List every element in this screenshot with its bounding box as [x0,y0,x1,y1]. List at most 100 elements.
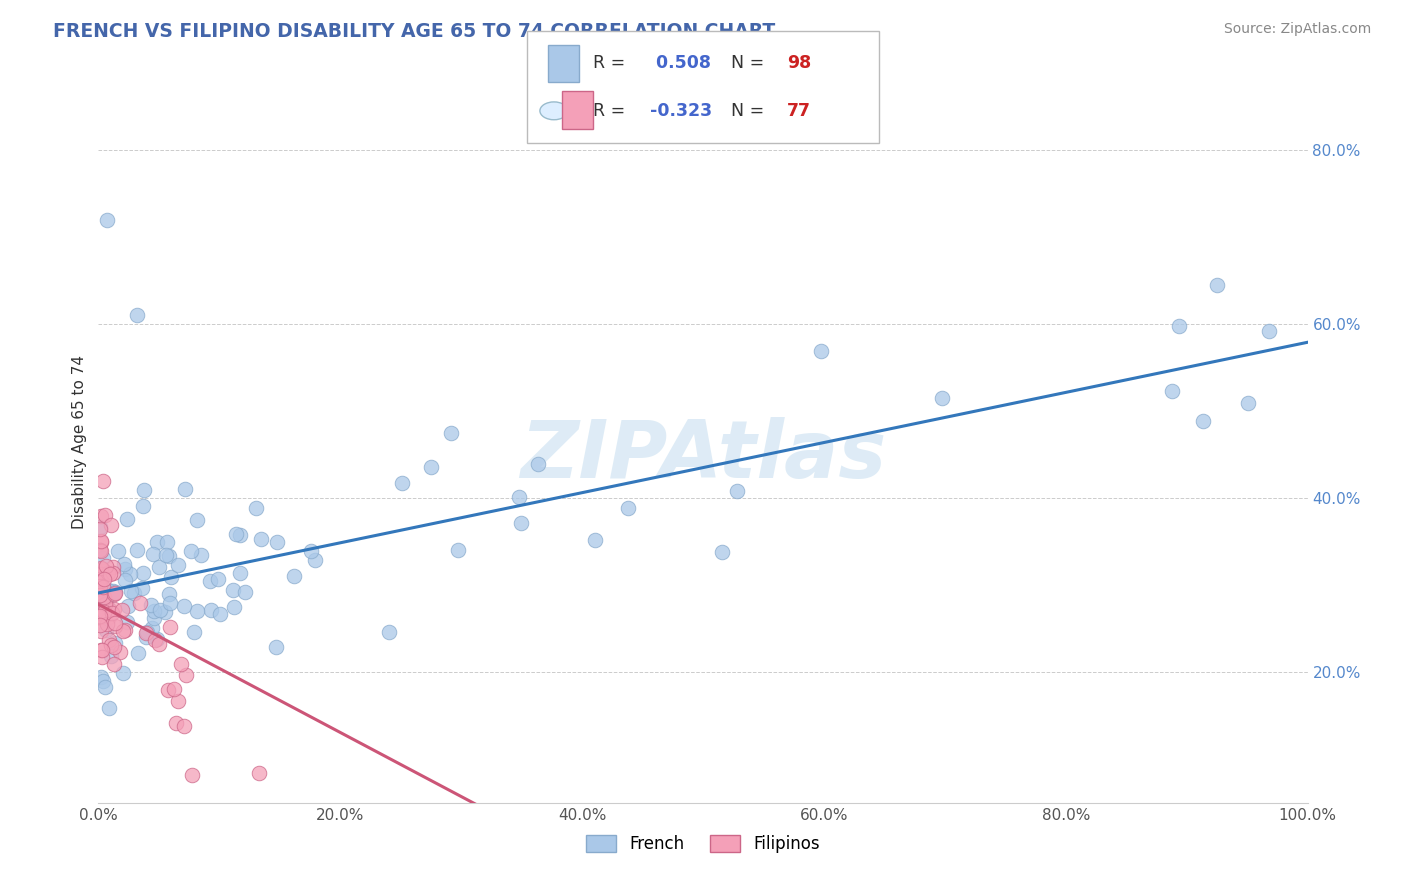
Point [132,483,155,497]
Text: N =: N = [731,102,770,120]
Point [91,580,114,594]
Point [510,516,533,530]
Point [145,632,167,646]
Point [100,518,122,533]
Point [96,596,118,610]
Point [142,547,165,561]
Point [159,620,181,634]
Point [1168,318,1191,333]
Point [91,588,114,602]
Point [129,596,152,610]
Point [135,631,157,645]
Point [108,645,131,659]
Point [122,586,145,600]
Point [91,649,114,664]
Point [142,604,165,618]
Point [157,549,180,564]
Point [103,583,125,598]
Point [90,605,112,619]
Point [96,617,118,632]
Point [111,624,134,638]
Point [157,587,180,601]
Point [186,604,208,618]
Point [583,533,606,547]
Text: R =: R = [593,102,631,120]
Point [229,566,252,580]
Point [103,640,125,654]
Point [115,511,138,525]
Point [617,500,640,515]
Point [89,522,111,536]
Point [1161,384,1184,399]
Point [114,574,136,588]
Point [264,640,287,654]
Point [97,566,120,580]
Point [180,544,202,558]
Point [391,475,413,490]
Point [131,581,153,595]
Point [91,550,114,565]
Point [89,618,111,632]
Point [170,657,193,671]
Point [98,602,121,616]
Point [127,646,149,660]
Point [810,343,832,358]
Point [526,457,548,471]
Point [125,308,148,322]
Point [90,567,112,582]
Point [299,543,322,558]
Point [1192,415,1215,429]
Point [89,610,111,624]
Point [446,543,468,558]
Point [174,482,197,496]
Point [283,569,305,583]
Point [103,601,125,615]
Point [90,534,112,549]
Point [97,633,120,648]
Point [101,560,124,574]
Point [440,425,463,440]
Point [90,643,112,657]
Point [149,603,172,617]
Point [186,513,208,527]
Point [155,548,177,562]
Point [125,543,148,558]
Point [148,637,170,651]
Point [378,625,401,640]
Point [93,572,115,586]
Point [89,572,111,586]
Point [173,599,195,614]
Point [165,715,187,730]
Point [103,636,125,650]
Point [114,624,136,638]
Point [146,535,169,549]
Point [236,805,259,819]
Point [139,598,162,612]
Point [104,586,127,600]
Point [107,544,129,558]
Point [115,615,138,629]
Point [96,623,118,637]
Point [94,681,117,695]
Point [249,533,271,547]
Point [181,768,204,782]
Point [104,616,127,631]
Point [159,596,181,610]
Point [91,607,114,621]
Point [91,642,114,657]
Point [200,603,222,617]
Point [100,567,122,582]
Point [167,558,190,572]
Text: R =: R = [593,54,631,71]
Point [222,599,245,614]
Point [111,665,134,680]
Point [89,601,111,615]
Point [91,562,114,576]
Point [174,668,197,682]
Point [90,572,112,586]
Point [93,606,115,620]
Point [101,566,124,581]
Point [148,559,170,574]
Point [90,534,112,549]
Point [725,484,748,499]
